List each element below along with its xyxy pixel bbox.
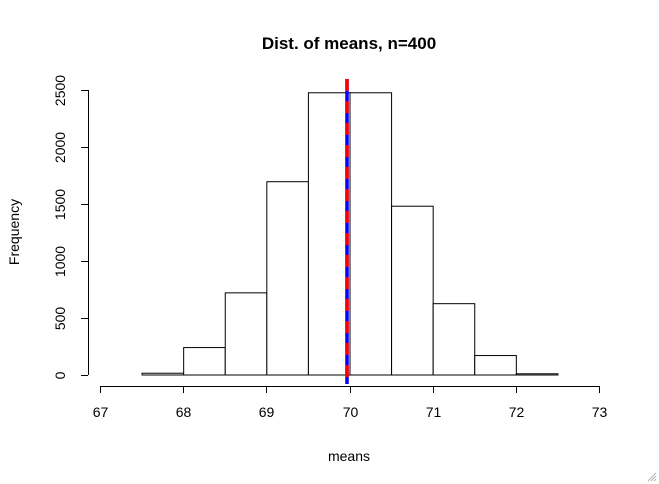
x-tick-label: 68 (176, 404, 192, 420)
histogram-bar-2 (183, 347, 226, 376)
y-tick-label: 500 (52, 307, 68, 331)
histogram-bar-4 (266, 181, 309, 376)
histogram-bar-8 (432, 303, 476, 376)
histogram-bar-3 (224, 292, 268, 376)
bars-group (141, 92, 559, 376)
x-tick-label: 70 (343, 404, 359, 420)
y-tick-label: 0 (52, 371, 68, 379)
histogram-bar-1 (141, 372, 185, 376)
y-tick-label: 2500 (52, 75, 68, 106)
y-tick-label: 1000 (52, 246, 68, 277)
x-tick-label: 73 (592, 404, 608, 420)
y-tick-label: 1500 (52, 189, 68, 220)
histogram-bar-10 (515, 373, 559, 376)
histogram-bar-7 (391, 205, 434, 376)
y-tick-label: 2000 (52, 132, 68, 163)
x-tick-label: 69 (259, 404, 275, 420)
histogram-bar-5 (307, 92, 351, 376)
x-tick-label: 71 (426, 404, 442, 420)
x-axis-label: means (328, 448, 370, 464)
histogram-bar-6 (349, 92, 393, 376)
x-axis: 67 68 69 70 71 72 73 (93, 386, 608, 420)
x-tick-label: 72 (509, 404, 525, 420)
x-tick-label: 67 (93, 404, 109, 420)
y-axis: 0 500 1000 1500 2000 2500 (52, 75, 89, 379)
chart-title: Dist. of means, n=400 (262, 34, 436, 53)
histogram-bar-9 (474, 355, 517, 376)
y-axis-label: Frequency (6, 199, 22, 265)
resize-grip-icon[interactable] (647, 472, 657, 482)
